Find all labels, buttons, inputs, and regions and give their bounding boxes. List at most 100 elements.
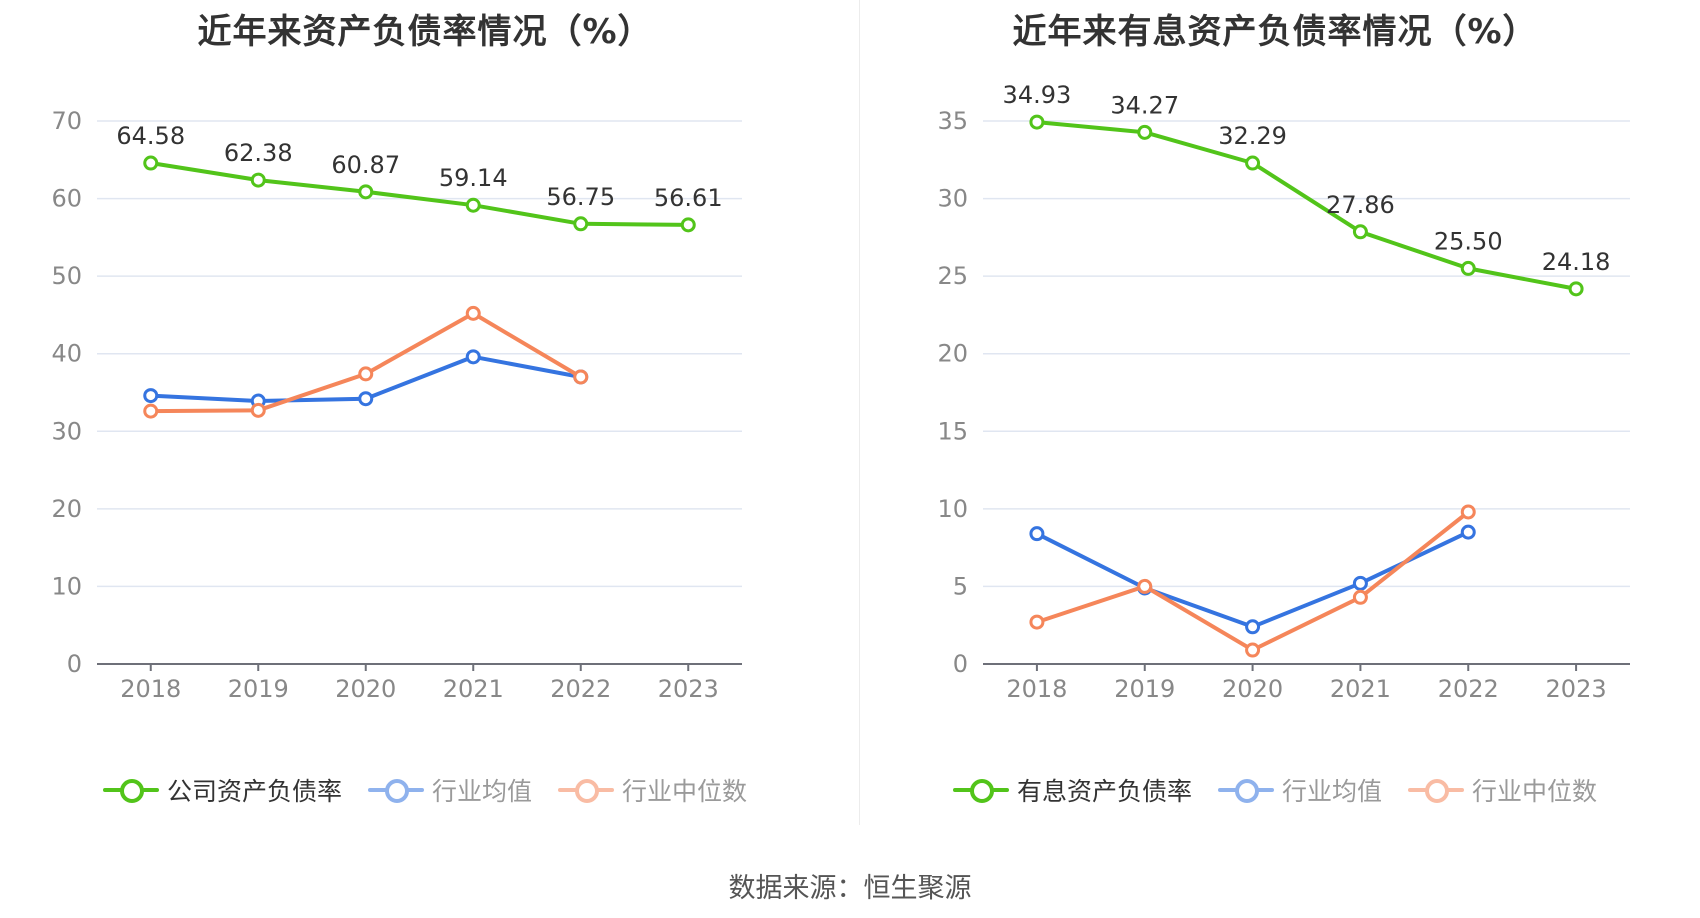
chart-title: 近年来有息资产负债率情况（%） (1012, 12, 1538, 52)
legend-item[interactable]: 有息资产负债率 (952, 772, 1192, 808)
legend-line-marker-icon (1408, 778, 1464, 803)
y-tick-label: 70 (51, 107, 82, 135)
data-point[interactable] (250, 402, 266, 418)
legend-line-marker-icon (102, 778, 159, 803)
chart-legend: 公司资产负债率 行业均值 行业中位数 (0, 772, 850, 808)
y-tick-label: 20 (51, 495, 82, 523)
legend-item[interactable]: 行业均值 (367, 772, 532, 808)
series-line (1036, 120, 1577, 291)
data-point[interactable] (1460, 260, 1476, 276)
data-label: 34.93 (1003, 81, 1072, 109)
y-tick-label: 15 (937, 417, 968, 445)
x-tick-label: 2021 (1330, 675, 1391, 703)
data-point[interactable] (1245, 642, 1261, 658)
legend-label: 行业中位数 (622, 777, 748, 806)
x-tick-label: 2019 (1114, 675, 1175, 703)
x-tick-label: 2022 (550, 675, 611, 703)
data-point[interactable] (1352, 589, 1368, 605)
data-label: 62.38 (224, 139, 293, 167)
data-label: 59.14 (439, 164, 508, 192)
y-tick-label: 10 (937, 495, 968, 523)
data-point[interactable] (1137, 578, 1153, 594)
data-label: 64.58 (116, 122, 185, 150)
x-tick-label: 2020 (1222, 675, 1283, 703)
legend-label: 公司资产负债率 (166, 777, 342, 806)
y-tick-label: 20 (937, 340, 968, 368)
data-point[interactable] (465, 305, 481, 321)
y-tick-label: 25 (937, 262, 968, 290)
data-point[interactable] (1137, 124, 1153, 140)
data-point[interactable] (1352, 575, 1368, 591)
chart-plot-area: 0 5 10 15 20 25 30 35 2018 2019 2020 2021 2022 2023 34… (937, 81, 1630, 703)
data-label: 24.18 (1542, 248, 1611, 276)
data-point[interactable] (1352, 224, 1368, 240)
y-tick-label: 5 (953, 572, 968, 600)
x-tick-label: 2018 (1006, 675, 1067, 703)
y-tick-label: 60 (51, 185, 82, 213)
data-point[interactable] (1245, 155, 1261, 171)
series-line (150, 161, 689, 227)
data-point[interactable] (358, 391, 374, 407)
y-tick-label: 0 (67, 650, 82, 678)
legend-item[interactable]: 公司资产负债率 (102, 772, 342, 808)
legend-label: 有息资产负债率 (1016, 777, 1192, 806)
data-point[interactable] (1568, 281, 1584, 297)
y-tick-label: 40 (51, 340, 82, 368)
x-tick-label: 2022 (1438, 675, 1499, 703)
x-tick-label: 2020 (335, 675, 396, 703)
data-point[interactable] (358, 184, 374, 200)
legend-item[interactable]: 行业均值 (1217, 772, 1382, 808)
data-point[interactable] (143, 155, 159, 171)
x-tick-label: 2021 (443, 675, 504, 703)
chart-title: 近年来资产负债率情况（%） (197, 12, 653, 52)
series-line (1036, 530, 1470, 629)
legend-line-marker-icon (952, 778, 1009, 803)
data-point[interactable] (1029, 114, 1045, 130)
chart-plot-area: 0 10 20 30 40 50 60 70 2018 2019 2020 2021 2022 2023 6… (51, 107, 742, 703)
data-point[interactable] (465, 349, 481, 365)
legend-label: 行业均值 (431, 777, 532, 806)
data-label: 56.75 (546, 183, 615, 211)
data-label: 34.27 (1110, 91, 1179, 119)
data-point[interactable] (250, 172, 266, 188)
y-tick-label: 50 (51, 262, 82, 290)
data-point[interactable] (1460, 524, 1476, 540)
legend-line-marker-icon (1217, 778, 1274, 803)
legend-label: 行业均值 (1281, 777, 1382, 806)
data-label: 60.87 (331, 151, 400, 179)
data-point[interactable] (680, 217, 696, 233)
legend-item[interactable]: 行业中位数 (558, 772, 747, 808)
data-point[interactable] (143, 403, 159, 419)
data-label: 56.61 (654, 184, 723, 212)
y-tick-label: 35 (937, 107, 968, 135)
data-point[interactable] (465, 197, 481, 213)
data-label: 27.86 (1326, 191, 1395, 219)
data-point[interactable] (573, 369, 589, 385)
panel-divider (859, 0, 860, 825)
data-point[interactable] (1029, 614, 1045, 630)
y-tick-label: 30 (937, 185, 968, 213)
legend-line-marker-icon (558, 778, 614, 803)
data-label: 25.50 (1434, 227, 1503, 255)
legend-item[interactable]: 行业中位数 (1408, 772, 1597, 808)
data-point[interactable] (143, 388, 159, 404)
data-point[interactable] (358, 366, 374, 382)
x-tick-label: 2023 (1546, 675, 1607, 703)
chart-legend: 有息资产负债率 行业均值 行业中位数 (850, 772, 1700, 808)
data-point[interactable] (1245, 619, 1261, 635)
y-tick-label: 30 (51, 417, 82, 445)
legend-label: 行业中位数 (1472, 777, 1598, 806)
x-tick-label: 2019 (228, 675, 289, 703)
y-tick-label: 0 (953, 650, 968, 678)
data-point[interactable] (1460, 504, 1476, 520)
data-point[interactable] (1029, 526, 1045, 542)
x-tick-label: 2018 (120, 675, 181, 703)
chart-panel-interest-bearing: 近年来有息资产负债率情况（%） 0 5 10 15 20 25 30 35 2018 2019 20… (850, 0, 1700, 820)
data-point[interactable] (573, 216, 589, 232)
legend-line-marker-icon (367, 778, 424, 803)
chart-panel-asset-liability: 近年来资产负债率情况（%） 0 10 20 30 40 50 60 70 2018 2019 202… (0, 0, 850, 820)
y-tick-label: 10 (51, 572, 82, 600)
x-tick-label: 2023 (658, 675, 719, 703)
data-source-note: 数据来源：恒生聚源 (728, 873, 972, 904)
